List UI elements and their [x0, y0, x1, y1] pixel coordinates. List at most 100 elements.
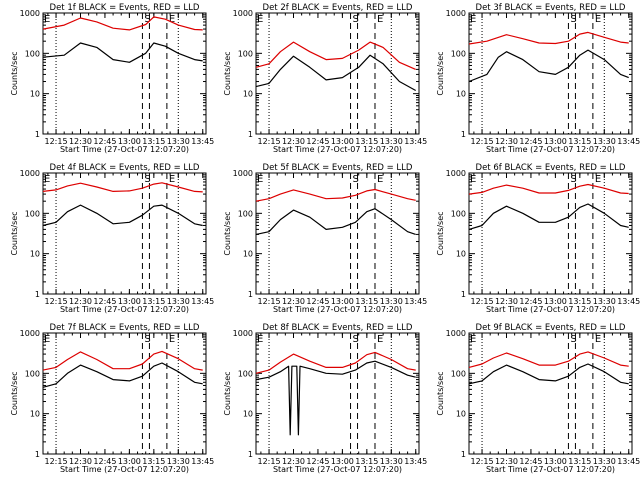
x-tick-label: 13:15: [142, 137, 165, 146]
lld-series-line: [42, 16, 203, 31]
x-axis-label: Start Time (27-Oct-07 12:07:20): [60, 465, 189, 474]
x-tick-label: 13:15: [355, 297, 378, 306]
x-tick-label: 13:45: [191, 457, 214, 466]
marker-label: S: [144, 174, 150, 185]
x-tick-label: 13:30: [380, 297, 403, 306]
panel-title: Det 4f BLACK = Events, RED = LLD: [50, 163, 200, 173]
y-tick-label: 1000: [233, 169, 253, 178]
y-tick-label: 1: [248, 290, 253, 299]
x-tick-label: 12:45: [306, 297, 329, 306]
x-tick-label: 12:15: [471, 457, 494, 466]
y-tick-label: 100: [238, 49, 253, 58]
y-tick-label: 1000: [446, 329, 466, 338]
x-tick-label: 13:30: [167, 297, 190, 306]
x-tick-label: 13:15: [568, 297, 591, 306]
y-tick-label: 100: [451, 209, 466, 218]
x-tick-label: 13:00: [331, 457, 354, 466]
x-tick-label: 13:45: [404, 297, 427, 306]
x-tick-label: 13:15: [568, 137, 591, 146]
y-tick-label: 1: [248, 130, 253, 139]
x-tick-label: 13:30: [167, 137, 190, 146]
lld-series-line: [468, 31, 629, 45]
x-tick-label: 13:15: [142, 297, 165, 306]
marker-label: E: [169, 174, 175, 185]
x-tick-label: 13:30: [593, 457, 616, 466]
x-tick-label: 13:15: [568, 457, 591, 466]
marker-label: E: [377, 334, 383, 345]
marker-label: S: [570, 334, 576, 345]
y-tick-label: 1000: [446, 9, 466, 18]
x-tick-label: 13:45: [617, 297, 640, 306]
x-tick-label: 12:15: [45, 297, 68, 306]
x-tick-label: 13:00: [544, 297, 567, 306]
x-tick-label: 13:30: [380, 137, 403, 146]
y-tick-label: 100: [451, 49, 466, 58]
x-axis-label: Start Time (27-Oct-07 12:07:20): [486, 465, 615, 474]
x-tick-label: 13:15: [142, 457, 165, 466]
y-tick-label: 1: [35, 130, 40, 139]
y-tick-label: 10: [30, 90, 40, 99]
marker-label: E: [257, 334, 263, 345]
x-axis-label: Start Time (27-Oct-07 12:07:20): [486, 145, 615, 154]
y-axis-label: Counts/sec: [10, 51, 19, 95]
marker-label: E: [377, 174, 383, 185]
x-axis-label: Start Time (27-Oct-07 12:07:20): [273, 305, 402, 314]
lld-series-line: [42, 182, 203, 193]
x-tick-label: 13:00: [118, 137, 141, 146]
x-tick-label: 12:30: [69, 137, 92, 146]
x-tick-label: 13:45: [617, 137, 640, 146]
lld-series-line: [468, 183, 629, 195]
x-tick-label: 12:15: [258, 457, 281, 466]
x-axis-label: Start Time (27-Oct-07 12:07:20): [273, 465, 402, 474]
x-tick-label: 12:45: [519, 297, 542, 306]
marker-label: E: [169, 14, 175, 25]
marker-label: E: [257, 14, 263, 25]
x-tick-label: 13:00: [544, 457, 567, 466]
y-axis-label: Counts/sec: [10, 211, 19, 255]
x-tick-label: 12:45: [93, 297, 116, 306]
x-tick-label: 12:30: [495, 137, 518, 146]
y-tick-label: 10: [456, 410, 466, 419]
x-tick-label: 12:30: [282, 297, 305, 306]
events-series-line: [468, 49, 629, 83]
marker-label: S: [353, 174, 359, 185]
x-tick-label: 13:30: [593, 137, 616, 146]
x-tick-label: 12:45: [93, 457, 116, 466]
events-series-line: [255, 208, 416, 235]
panel-title: Det 9f BLACK = Events, RED = LLD: [476, 323, 626, 333]
x-tick-label: 12:45: [93, 137, 116, 146]
y-tick-label: 1000: [20, 169, 40, 178]
y-tick-label: 100: [25, 369, 40, 378]
x-tick-label: 12:15: [45, 137, 68, 146]
y-axis-label: Counts/sec: [223, 371, 232, 415]
panel-title: Det 6f BLACK = Events, RED = LLD: [476, 163, 626, 173]
lld-series-line: [255, 41, 416, 70]
x-axis-label: Start Time (27-Oct-07 12:07:20): [486, 305, 615, 314]
marker-label: S: [570, 14, 576, 25]
x-tick-label: 13:15: [355, 137, 378, 146]
plot-frame: [255, 172, 420, 295]
marker-label: E: [470, 174, 476, 185]
y-tick-label: 10: [30, 250, 40, 259]
y-tick-label: 100: [238, 209, 253, 218]
marker-label: S: [353, 334, 359, 345]
marker-label: S: [144, 14, 150, 25]
marker-label: S: [570, 174, 576, 185]
events-series-line: [255, 54, 416, 92]
marker-label: E: [44, 14, 50, 25]
plot-frame: [42, 332, 207, 455]
y-axis-label: Counts/sec: [223, 211, 232, 255]
y-axis-label: Counts/sec: [436, 371, 445, 415]
y-tick-label: 1: [461, 290, 466, 299]
marker-label: S: [353, 14, 359, 25]
x-axis-label: Start Time (27-Oct-07 12:07:20): [273, 145, 402, 154]
x-tick-label: 12:15: [258, 297, 281, 306]
